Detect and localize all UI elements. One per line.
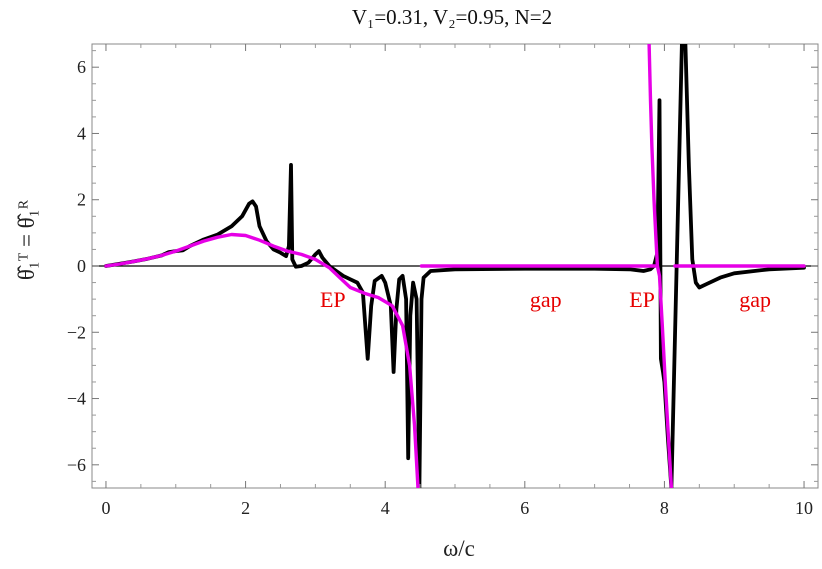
y-tick-label: 0 bbox=[77, 256, 86, 276]
x-axis: 0 2 4 6 8 10 bbox=[101, 44, 813, 518]
y-axis-label: θ̂₁ᵀ = θ̂₁ᴿ bbox=[14, 199, 39, 280]
annotations: EP gap EP gap bbox=[320, 287, 771, 312]
plot-area bbox=[91, 43, 819, 489]
series-line bbox=[104, 232, 420, 488]
y-axis: −6 −4 −2 0 2 4 6 bbox=[67, 50, 818, 482]
x-tick-label: 4 bbox=[381, 498, 390, 518]
series-line bbox=[647, 44, 660, 268]
annotation-label: EP bbox=[320, 287, 346, 312]
annotation-label: EP bbox=[629, 287, 655, 312]
chart-title: V₁=0.31, V₂=0.95, N=2 bbox=[352, 5, 552, 29]
y-tick-label: 6 bbox=[77, 57, 86, 77]
annotation-label: gap bbox=[739, 287, 771, 312]
y-tick-label: −6 bbox=[67, 455, 86, 475]
x-tick-label: 10 bbox=[795, 498, 813, 518]
x-tick-label: 2 bbox=[241, 498, 250, 518]
series-2 bbox=[104, 44, 806, 488]
y-tick-label: 4 bbox=[77, 123, 86, 143]
x-tick-label: 0 bbox=[101, 498, 110, 518]
annotation-label: gap bbox=[530, 287, 562, 312]
x-tick-label: 6 bbox=[520, 498, 529, 518]
y-tick-label: 2 bbox=[77, 190, 86, 210]
series-line bbox=[419, 264, 674, 488]
y-tick-label: −2 bbox=[67, 322, 86, 342]
x-tick-label: 8 bbox=[660, 498, 669, 518]
y-tick-label: −4 bbox=[67, 389, 86, 409]
x-axis-label: ω/c bbox=[443, 536, 475, 561]
